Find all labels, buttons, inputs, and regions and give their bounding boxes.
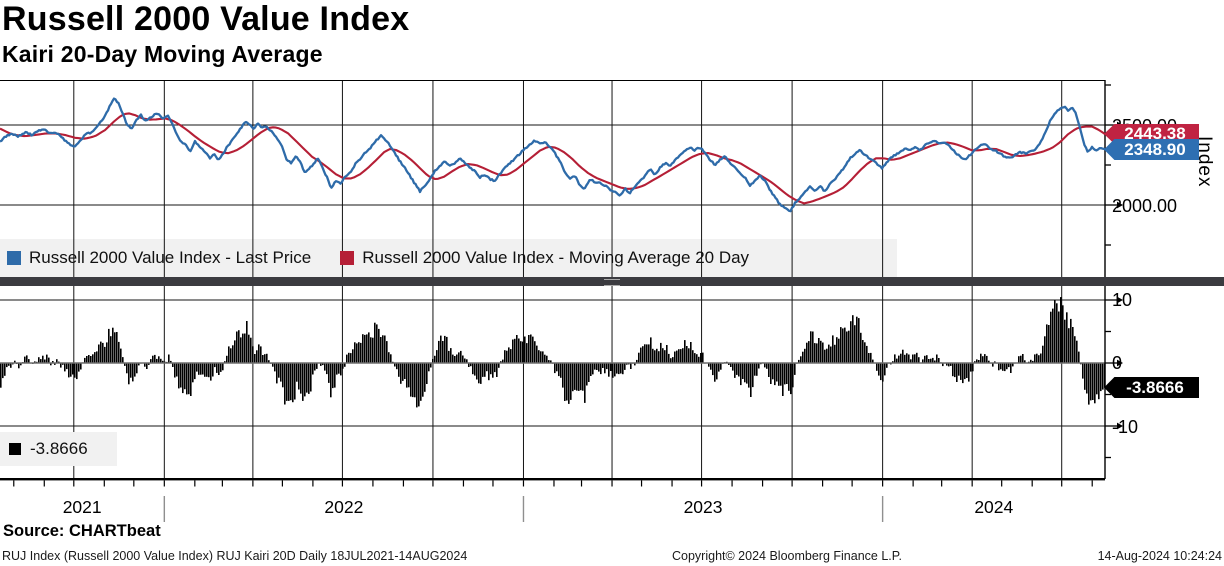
x-tick-label-2021: 2021 — [62, 497, 102, 517]
source-line: Source: CHARTbeat — [3, 522, 161, 540]
kairi-legend-swatch-icon — [9, 443, 21, 455]
timestamp: 14-Aug-2024 10:24:24 — [1097, 549, 1222, 563]
price-chart-legend: Russell 2000 Value Index - Last Price Ru… — [0, 239, 749, 277]
x-tick-label-2024: 2024 — [974, 497, 1014, 517]
x-tick-label-2022: 2022 — [324, 497, 364, 517]
moving-average-legend-label: Russell 2000 Value Index - Moving Averag… — [362, 248, 750, 267]
y-tick-label-2000: 2000.00 — [1112, 196, 1178, 216]
x-tick-label-2023: 2023 — [683, 497, 723, 517]
kairi-chart-canvas — [0, 286, 1123, 522]
last-price-legend-swatch-icon — [7, 251, 21, 265]
y-tick-label-plus10: 10 — [1112, 290, 1133, 310]
kairi-legend: -3.8666 — [0, 432, 117, 466]
page-subtitle: Kairi 20-Day Moving Average — [2, 41, 323, 67]
y-tick-label-minus10: -10 — [1112, 417, 1139, 437]
copyright-notice: Copyright© 2024 Bloomberg Finance L.P. — [672, 549, 902, 563]
y-axis-title: Index — [1194, 136, 1215, 188]
last-price-legend-label: Russell 2000 Value Index - Last Price — [29, 248, 312, 267]
last-price-flag: 2348.90 — [1104, 139, 1199, 160]
moving-average-legend-swatch-icon — [340, 251, 355, 265]
kairi-value-flag: -3.8666 — [1104, 377, 1199, 398]
panel-separator-handle-icon[interactable] — [604, 279, 620, 286]
top-legend-background — [0, 239, 897, 277]
y-tick-label-zero: 0 — [1112, 353, 1123, 373]
chart-description: RUJ Index (Russell 2000 Value Index) RUJ… — [2, 549, 468, 563]
page-title: Russell 2000 Value Index — [2, 0, 410, 38]
kairi-legend-value: -3.8666 — [30, 439, 88, 458]
panel-separator-bar[interactable] — [0, 277, 1224, 286]
